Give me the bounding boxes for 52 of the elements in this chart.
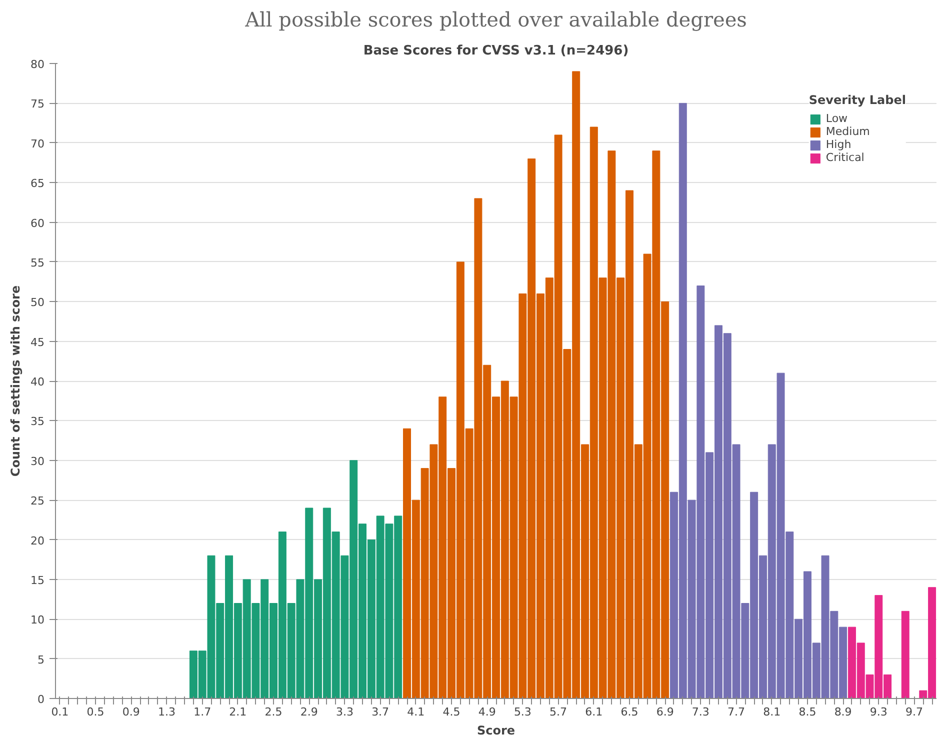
x-tick-label: 8.5	[798, 706, 816, 718]
x-tick-label: 4.1	[407, 706, 425, 718]
chart-title: All possible scores plotted over available degrees	[244, 8, 747, 32]
x-tick-label: 6.5	[620, 706, 638, 718]
legend-label: Low	[826, 112, 848, 125]
x-tick-label: 7.7	[728, 706, 746, 718]
x-tick-label: 0.1	[51, 706, 69, 718]
x-tick-label: 2.1	[229, 706, 247, 718]
x-tick-label: 2.5	[264, 706, 282, 718]
y-tick-label: 20	[30, 534, 45, 548]
y-tick-label: 40	[30, 376, 45, 388]
legend-title: Severity Label	[808, 93, 906, 107]
y-tick-label: 55	[30, 256, 45, 270]
y-axis-title: Count of settings with score	[8, 285, 23, 477]
y-tick-label: 45	[30, 336, 45, 349]
y-tick-label: 60	[30, 216, 45, 230]
x-tick-label: 1.3	[158, 706, 176, 718]
chart-subtitle: Base Scores for CVSS v3.1 (n=2496)	[363, 44, 629, 58]
x-tick-label: 1.7	[194, 706, 212, 718]
x-tick-label: 3.3	[336, 706, 354, 718]
y-tick-label: 15	[30, 574, 45, 587]
legend-label: Medium	[826, 125, 870, 138]
y-tick-label: 50	[30, 296, 45, 310]
x-tick-label: 4.9	[478, 706, 496, 718]
x-tick-label: 2.9	[300, 706, 318, 718]
y-tick-label: 65	[30, 177, 45, 190]
x-tick-label: 5.7	[550, 706, 568, 718]
y-tick-label: 70	[30, 137, 45, 150]
y-tick-label: 80	[30, 58, 45, 71]
x-tick-label: 8.1	[763, 706, 781, 718]
y-tick-label: 0	[38, 693, 44, 706]
legend-label: High	[826, 138, 852, 151]
x-tick-label: 6.1	[585, 706, 603, 718]
y-tick-label: 30	[30, 454, 45, 468]
x-tick-label: 4.5	[442, 706, 460, 718]
y-tick-label: 10	[30, 614, 45, 627]
legend-label: Critical	[826, 151, 864, 164]
x-tick-label: 8.9	[834, 706, 852, 718]
y-tick-label: 75	[30, 98, 45, 111]
x-tick-label: 7.3	[692, 706, 710, 718]
x-tick-label: 3.7	[372, 706, 390, 718]
x-tick-label: 9.7	[906, 706, 924, 718]
x-tick-label: 0.5	[86, 706, 104, 718]
x-axis-title: Score	[476, 724, 516, 738]
y-tick-label: 25	[30, 494, 45, 508]
y-tick-label: 35	[30, 415, 45, 428]
x-tick-label: 0.9	[122, 706, 140, 718]
bar	[901, 610, 910, 698]
x-tick-label: 6.9	[656, 706, 674, 718]
y-tick-label: 5	[38, 653, 44, 666]
x-tick-label: 5.3	[514, 706, 532, 718]
x-tick-label: 9.3	[870, 706, 888, 718]
